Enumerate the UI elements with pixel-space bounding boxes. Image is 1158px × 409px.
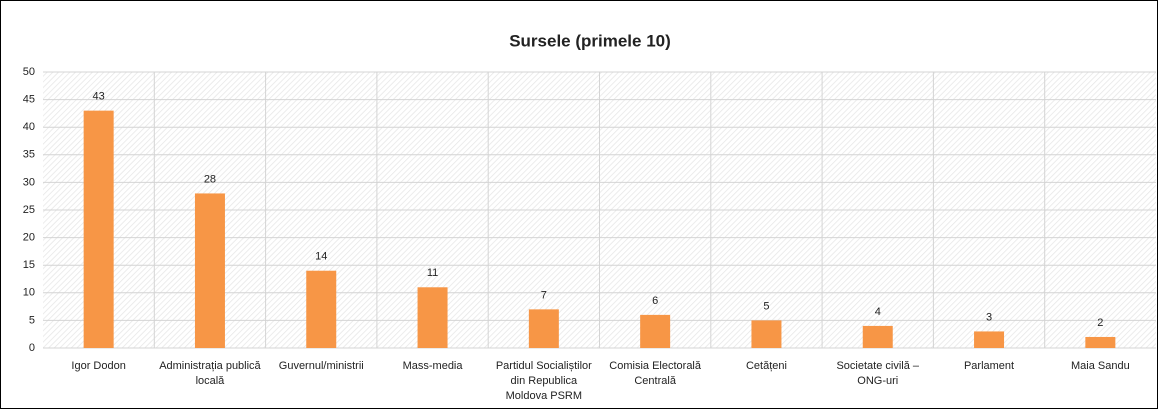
x-tick-label: Administrația publică locală <box>159 360 261 387</box>
x-tick-label: Guvernul/ministrii <box>279 360 364 372</box>
data-label: 4 <box>875 306 881 318</box>
x-tick-label: Igor Dodon <box>71 360 125 372</box>
data-label: 28 <box>204 173 216 185</box>
y-tick-label: 20 <box>23 232 35 244</box>
data-label: 2 <box>1097 317 1103 329</box>
bar <box>417 287 448 348</box>
x-tick-label: Maia Sandu <box>1071 360 1130 372</box>
data-label: 7 <box>541 289 547 301</box>
y-tick-label: 10 <box>23 287 35 299</box>
bar <box>306 270 337 348</box>
x-tick-label: Mass-media <box>403 360 464 372</box>
chart-title: Sursele (primele 10) <box>509 31 671 50</box>
y-tick-label: 50 <box>23 66 35 78</box>
bar <box>194 193 225 348</box>
x-tick-label: Societate civilă – ONG-uri <box>836 360 919 387</box>
x-tick-label: Parlament <box>964 360 1014 372</box>
data-label: 11 <box>427 267 438 279</box>
bar <box>528 309 559 348</box>
x-tick-label: Comisia Electorală Centrală <box>609 360 702 387</box>
y-tick-label: 40 <box>23 121 35 133</box>
y-tick-label: 15 <box>23 259 35 271</box>
y-tick-label: 5 <box>29 314 35 326</box>
x-tick-label: Partidul Socialiștilor din Republica Moldo… <box>496 360 592 402</box>
data-label: 14 <box>315 251 327 263</box>
x-tick-label: Cetățeni <box>746 360 787 372</box>
bar <box>640 314 671 348</box>
y-tick-label: 35 <box>23 149 35 161</box>
bar <box>83 110 114 348</box>
y-tick-label: 25 <box>23 204 35 216</box>
y-tick-label: 30 <box>23 176 35 188</box>
data-label: 43 <box>93 91 105 103</box>
y-tick-label: 0 <box>29 342 35 354</box>
bar <box>1085 336 1116 348</box>
bar <box>751 320 782 348</box>
data-label: 6 <box>652 295 658 307</box>
bar <box>862 325 893 348</box>
data-label: 3 <box>986 311 992 323</box>
data-label: 5 <box>763 300 769 312</box>
bar <box>974 331 1005 348</box>
y-tick-label: 45 <box>23 94 35 106</box>
